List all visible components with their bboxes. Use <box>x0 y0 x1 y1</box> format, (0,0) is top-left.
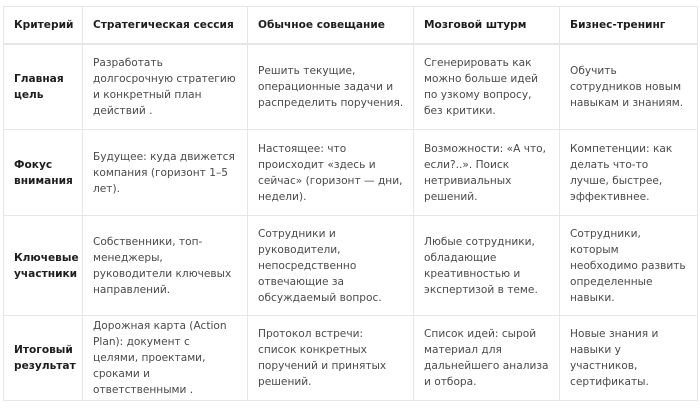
table-cell: Обучить сотрудников новым навыкам и знан… <box>559 43 698 130</box>
table-row: Итоговый результат Дорожная карта (Actio… <box>3 315 698 401</box>
header-cell: Стратегическая сессия <box>82 6 248 45</box>
table-cell: Решить текущие, операционные задачи и ра… <box>247 43 414 130</box>
table-cell: Сгенерировать как можно больше идей по у… <box>413 43 560 130</box>
table-cell: Возможности: «А что, если?..». Поиск нет… <box>413 129 560 216</box>
table-row: Фокус внимания Будущее: куда движется ко… <box>3 129 698 216</box>
header-cell: Мозговой штурм <box>413 6 560 45</box>
header-cell: Бизнес-тренинг <box>559 6 698 45</box>
header-cell: Обычное совещание <box>247 6 414 45</box>
table-cell: Настоящее: что происходит «здесь и сейча… <box>247 129 414 216</box>
criterion-cell: Итоговый результат <box>3 315 83 401</box>
table-row: Главная цель Разработать долгосрочную ст… <box>3 43 698 130</box>
comparison-table: Критерий Стратегическая сессия Обычное с… <box>3 6 698 401</box>
table-cell: Сотрудники, которым необходимо развить о… <box>559 215 698 316</box>
table-cell: Новые знания и навыки у участников, серт… <box>559 315 698 401</box>
table-cell: Список идей: сырой материал для дальнейш… <box>413 315 560 401</box>
table-cell: Собственники, топ-менеджеры, руководител… <box>82 215 248 316</box>
header-row: Критерий Стратегическая сессия Обычное с… <box>3 6 698 45</box>
table-cell: Любые сотрудники, обладающие креативност… <box>413 215 560 316</box>
table-row: Ключевые участники Собственники, топ-мен… <box>3 215 698 316</box>
table-cell: Дорожная карта (Action Plan): документ с… <box>82 315 248 401</box>
table-cell: Сотрудники и руководители, непосредствен… <box>247 215 414 316</box>
table-cell: Компетенции: как делать что-то лучше, бы… <box>559 129 698 216</box>
criterion-cell: Главная цель <box>3 43 83 130</box>
criterion-cell: Ключевые участники <box>3 215 83 316</box>
criterion-cell: Фокус внимания <box>3 129 83 216</box>
header-cell: Критерий <box>3 6 83 45</box>
table-cell: Будущее: куда движется компания (горизон… <box>82 129 248 216</box>
table-cell: Протокол встречи: список конкретных пору… <box>247 315 414 401</box>
table-cell: Разработать долгосрочную стратегию и кон… <box>82 43 248 130</box>
